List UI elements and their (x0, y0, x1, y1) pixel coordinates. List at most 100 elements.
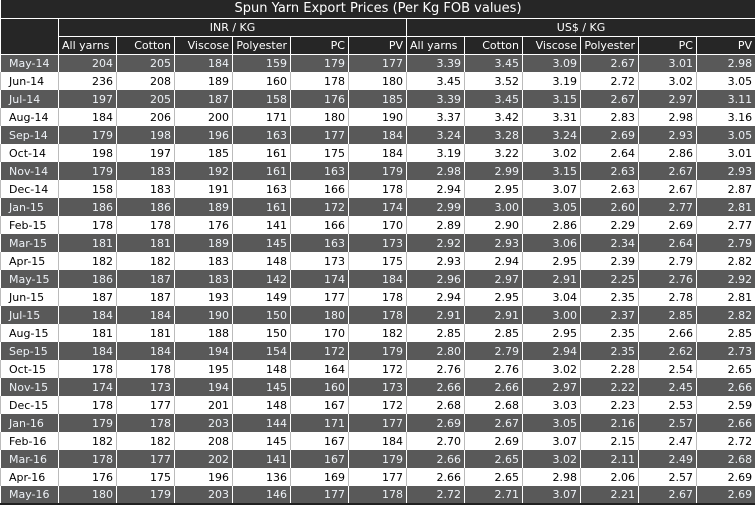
cell-usd-all-yarns: 3.37 (406, 108, 465, 126)
cell-usd-pv: 3.05 (695, 72, 755, 90)
cell-inr-viscose: 200 (174, 108, 233, 126)
cell-usd-viscose: 3.04 (522, 288, 581, 306)
cell-inr-pv: 170 (348, 216, 407, 234)
cell-inr-cotton: 173 (116, 378, 175, 396)
cell-usd-cotton: 2.76 (464, 360, 523, 378)
cell-usd-pc: 3.01 (638, 54, 697, 72)
cell-usd-pc: 2.98 (638, 108, 697, 126)
table-row: May-16 180 179 203 146 177 178 2.72 2.71 3.07 2.21… (0, 486, 755, 505)
cell-inr-viscose: 188 (174, 324, 233, 342)
cell-usd-cotton: 2.94 (464, 252, 523, 270)
cell-usd-pv: 2.82 (695, 306, 755, 324)
table-row: Dec-14 158 183 191 163 166 178 2.94 2.95 3.07 2.63… (0, 180, 755, 198)
cell-usd-pv: 3.01 (695, 144, 755, 162)
cell-inr-all-yarns: 187 (58, 288, 117, 306)
cell-inr-viscose: 202 (174, 450, 233, 468)
cell-usd-pv: 2.81 (695, 198, 755, 216)
row-month: Jul-15 (0, 306, 59, 324)
cell-usd-pc: 2.53 (638, 396, 697, 414)
cell-inr-pc: 166 (290, 216, 349, 234)
cell-usd-pv: 2.85 (695, 324, 755, 342)
cell-inr-pv: 179 (348, 342, 407, 360)
cell-usd-all-yarns: 2.70 (406, 432, 465, 450)
cell-usd-cotton: 3.00 (464, 198, 523, 216)
cell-usd-pv: 2.66 (695, 378, 755, 396)
cell-usd-cotton: 2.97 (464, 270, 523, 288)
cell-usd-cotton: 3.42 (464, 108, 523, 126)
cell-usd-all-yarns: 3.19 (406, 144, 465, 162)
cell-inr-pc: 167 (290, 396, 349, 414)
cell-inr-pv: 185 (348, 90, 407, 108)
cell-inr-pc: 167 (290, 450, 349, 468)
cell-inr-pv: 184 (348, 432, 407, 450)
cell-inr-pv: 173 (348, 378, 407, 396)
cell-inr-cotton: 183 (116, 162, 175, 180)
cell-usd-viscose: 3.03 (522, 396, 581, 414)
cell-inr-polyester: 150 (232, 324, 291, 342)
cell-usd-pc: 2.57 (638, 468, 697, 486)
cell-inr-polyester: 145 (232, 432, 291, 450)
cell-inr-polyester: 171 (232, 108, 291, 126)
cell-usd-pv: 2.98 (695, 54, 755, 72)
cell-inr-pc: 169 (290, 468, 349, 486)
cell-inr-viscose: 196 (174, 468, 233, 486)
cell-usd-cotton: 2.85 (464, 324, 523, 342)
table-row: Nov-14 179 183 192 161 163 179 2.98 2.99 3.15 2.63… (0, 162, 755, 180)
cell-usd-all-yarns: 3.39 (406, 54, 465, 72)
cell-usd-cotton: 2.67 (464, 414, 523, 432)
cell-inr-cotton: 197 (116, 144, 175, 162)
cell-usd-pv: 2.93 (695, 162, 755, 180)
cell-usd-cotton: 2.65 (464, 468, 523, 486)
table-row: Jul-15 184 184 190 150 180 178 2.91 2.91 3.00 2.37… (0, 306, 755, 324)
row-month: Oct-14 (0, 144, 59, 162)
cell-inr-viscose: 189 (174, 234, 233, 252)
cell-usd-all-yarns: 2.66 (406, 468, 465, 486)
cell-inr-all-yarns: 184 (58, 108, 117, 126)
cell-usd-all-yarns: 2.99 (406, 198, 465, 216)
cell-inr-viscose: 201 (174, 396, 233, 414)
cell-usd-pv: 2.66 (695, 414, 755, 432)
cell-inr-all-yarns: 180 (58, 486, 117, 505)
column-header-inr-viscose: Viscose (174, 35, 233, 55)
cell-inr-all-yarns: 179 (58, 162, 117, 180)
row-month: Aug-15 (0, 324, 59, 342)
cell-inr-polyester: 161 (232, 198, 291, 216)
cell-inr-cotton: 186 (116, 198, 175, 216)
cell-inr-pv: 184 (348, 144, 407, 162)
cell-inr-pc: 176 (290, 90, 349, 108)
cell-inr-pv: 184 (348, 270, 407, 288)
cell-inr-cotton: 205 (116, 90, 175, 108)
row-month: May-16 (0, 486, 59, 505)
cell-inr-pc: 170 (290, 324, 349, 342)
cell-usd-polyester: 2.23 (580, 396, 639, 414)
row-month: Nov-15 (0, 378, 59, 396)
cell-usd-viscose: 3.02 (522, 360, 581, 378)
cell-inr-pc: 177 (290, 126, 349, 144)
cell-usd-pc: 2.66 (638, 324, 697, 342)
cell-inr-polyester: 149 (232, 288, 291, 306)
cell-usd-all-yarns: 2.72 (406, 486, 465, 505)
cell-inr-pv: 178 (348, 306, 407, 324)
cell-inr-viscose: 194 (174, 378, 233, 396)
cell-usd-pv: 2.77 (695, 216, 755, 234)
column-header-inr-all-yarns: All yarns (58, 35, 117, 55)
cell-usd-all-yarns: 2.96 (406, 270, 465, 288)
cell-inr-viscose: 190 (174, 306, 233, 324)
cell-inr-pv: 184 (348, 126, 407, 144)
column-header-inr-pv: PV (348, 35, 407, 55)
cell-usd-viscose: 2.86 (522, 216, 581, 234)
cell-usd-all-yarns: 2.91 (406, 306, 465, 324)
cell-inr-all-yarns: 182 (58, 252, 117, 270)
cell-inr-pc: 163 (290, 162, 349, 180)
cell-inr-pv: 175 (348, 252, 407, 270)
cell-inr-polyester: 142 (232, 270, 291, 288)
cell-usd-polyester: 2.64 (580, 144, 639, 162)
cell-inr-all-yarns: 174 (58, 378, 117, 396)
cell-inr-viscose: 192 (174, 162, 233, 180)
cell-inr-pv: 174 (348, 198, 407, 216)
table-row: Mar-16 178 177 202 141 167 179 2.66 2.65 3.02 2.11… (0, 450, 755, 468)
cell-usd-viscose: 3.02 (522, 144, 581, 162)
cell-inr-all-yarns: 236 (58, 72, 117, 90)
cell-usd-polyester: 2.35 (580, 342, 639, 360)
cell-usd-viscose: 2.91 (522, 270, 581, 288)
